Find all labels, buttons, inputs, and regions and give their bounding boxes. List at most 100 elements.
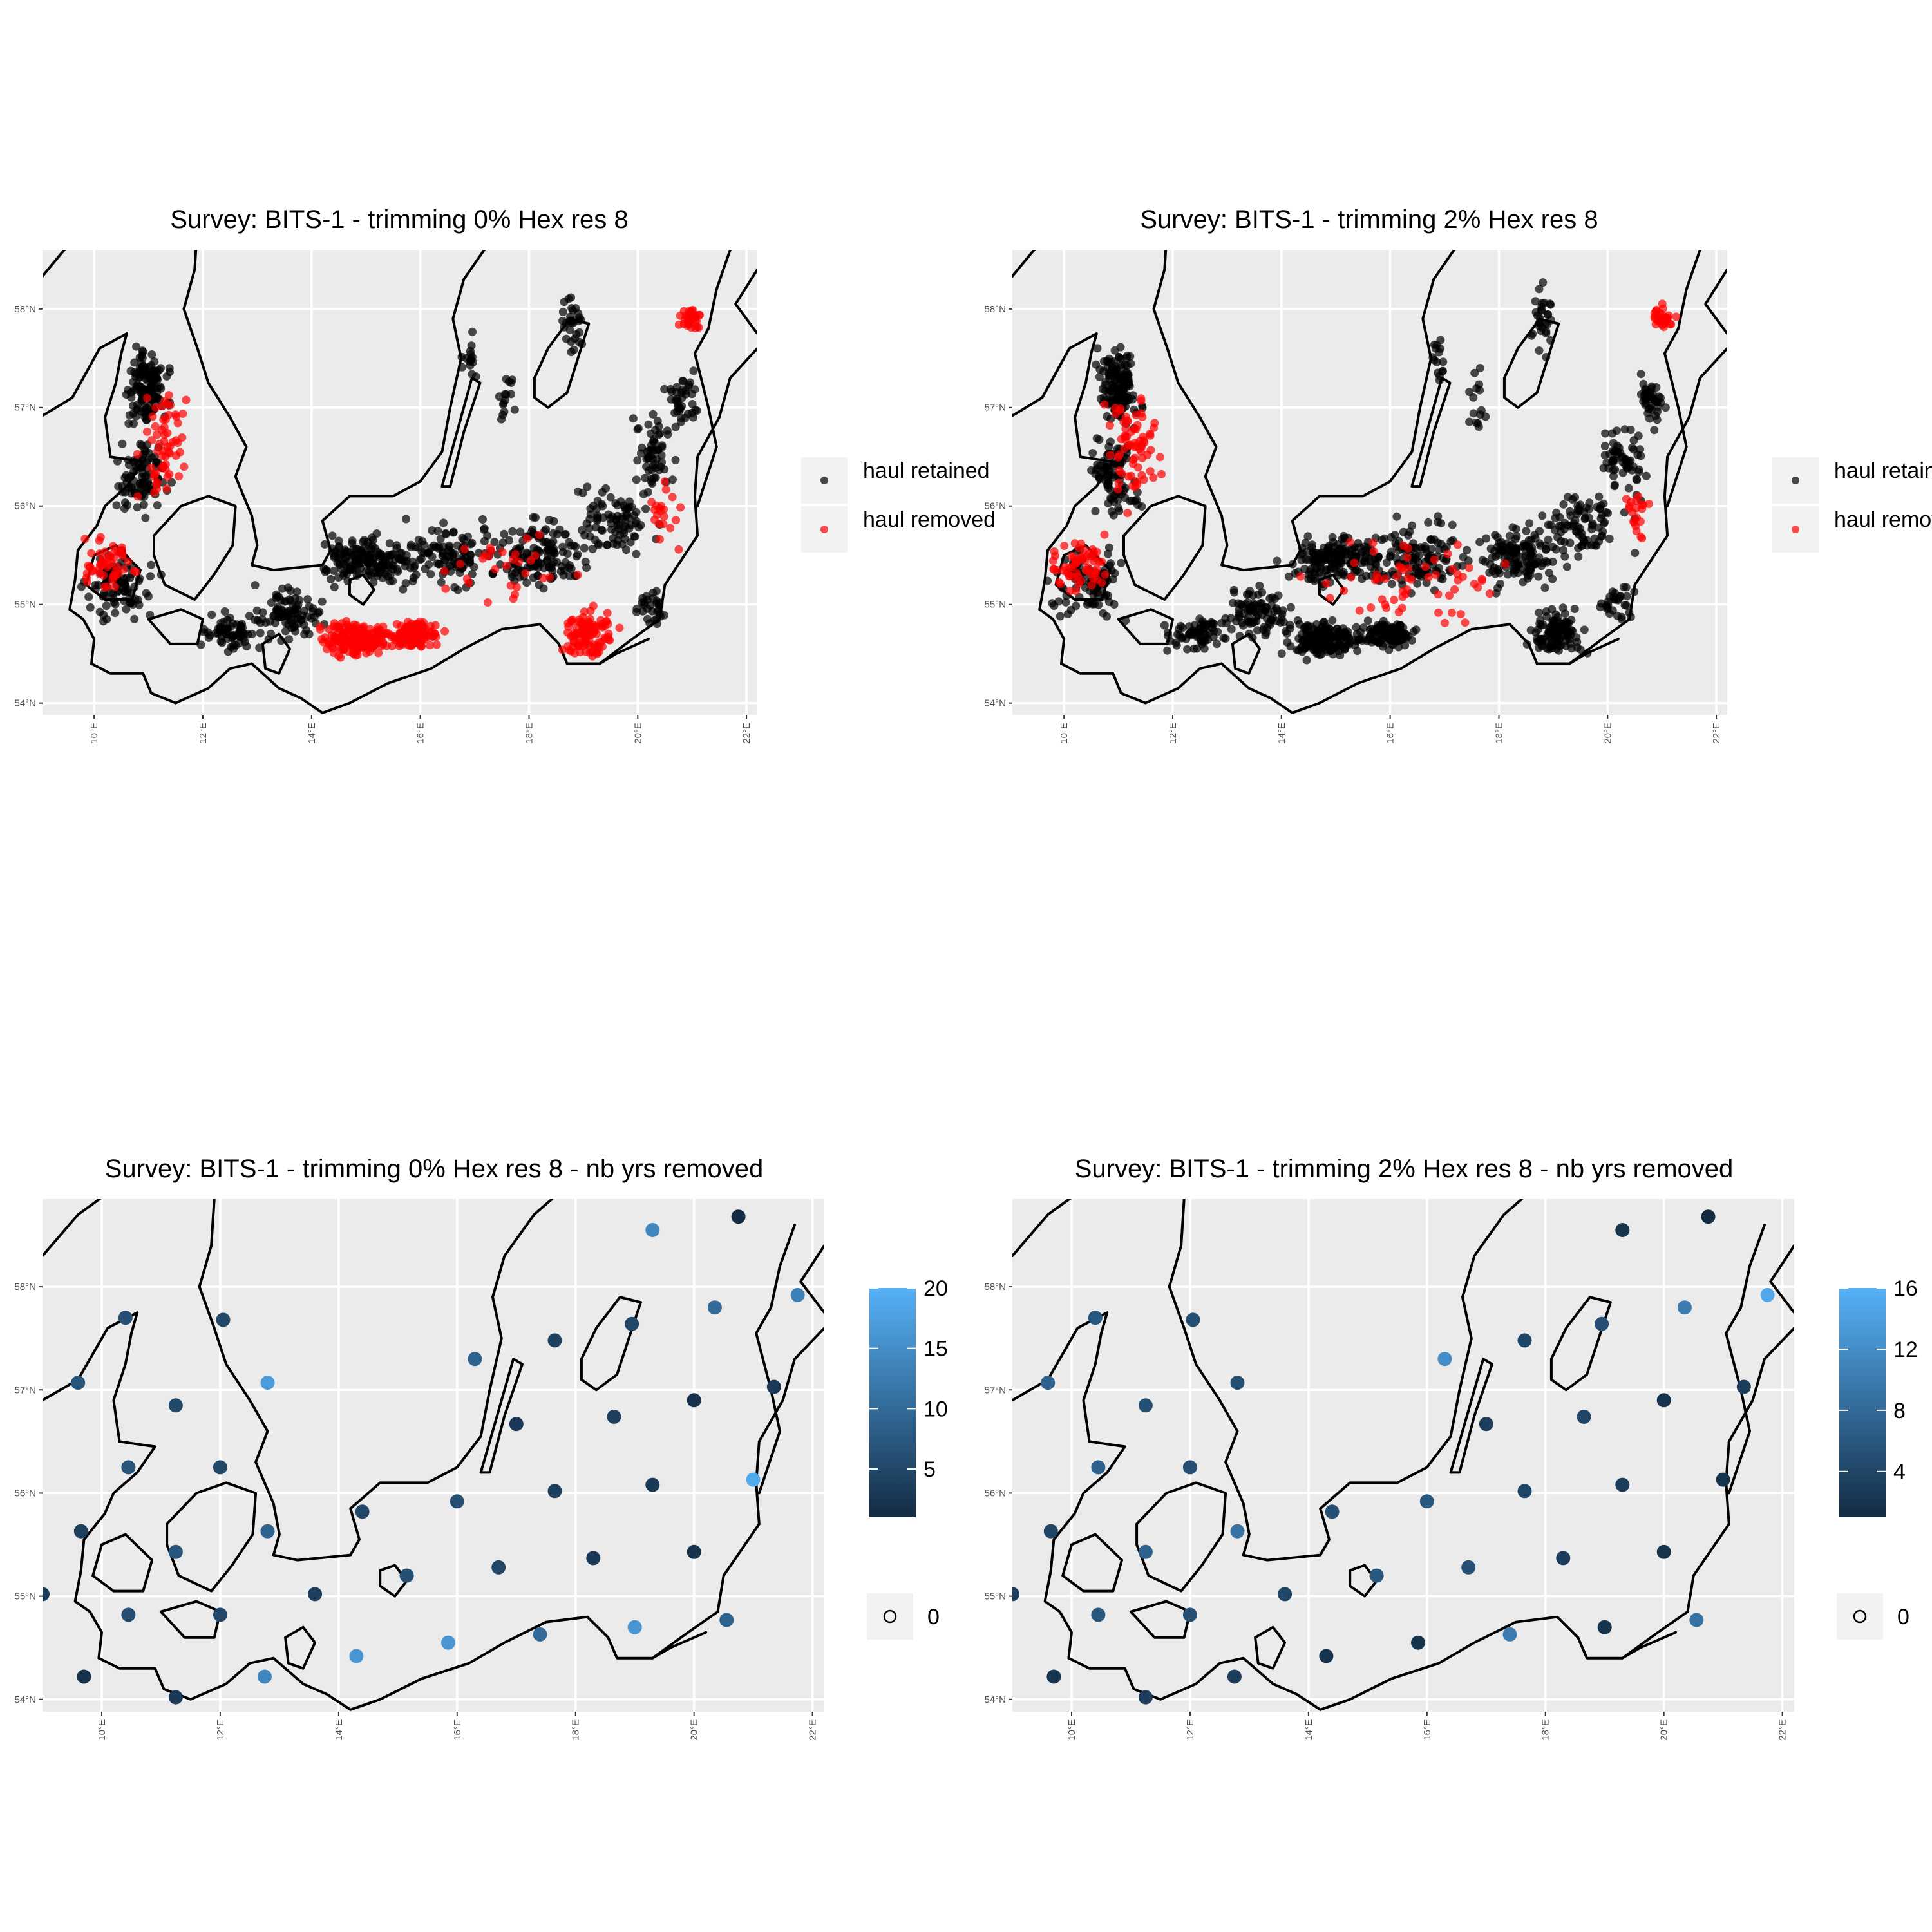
haul-point-retained bbox=[575, 328, 584, 337]
haul-point-removed bbox=[535, 531, 544, 540]
haul-point-removed bbox=[1392, 572, 1401, 581]
haul-point-removed bbox=[83, 578, 91, 587]
haul-point-retained bbox=[1401, 641, 1410, 650]
haul-point-retained bbox=[101, 591, 110, 600]
haul-point-retained bbox=[146, 572, 155, 581]
hex-centroid-point bbox=[1656, 1544, 1671, 1559]
haul-point-retained bbox=[656, 429, 665, 438]
haul-point-removed bbox=[153, 430, 162, 439]
haul-point-retained bbox=[204, 628, 213, 637]
haul-point-retained bbox=[402, 551, 411, 560]
hex-centroid-point bbox=[71, 1376, 86, 1390]
haul-point-retained bbox=[616, 531, 625, 540]
legend-label-retained-p1: haul retained bbox=[863, 459, 990, 483]
haul-point-retained bbox=[229, 632, 238, 641]
haul-point-removed bbox=[655, 535, 664, 544]
coastline bbox=[1012, 332, 1727, 714]
haul-point-retained bbox=[643, 488, 652, 497]
haul-point-retained bbox=[333, 558, 342, 567]
haul-point-removed bbox=[153, 446, 162, 455]
haul-point-retained bbox=[671, 422, 680, 431]
haul-point-retained bbox=[77, 582, 86, 591]
haul-point-retained bbox=[692, 406, 701, 415]
hex-centroid-point bbox=[586, 1551, 601, 1566]
haul-point-retained bbox=[1590, 541, 1599, 550]
haul-point-retained bbox=[1626, 612, 1635, 621]
x-tick-label: 18°E bbox=[1540, 1719, 1551, 1741]
haul-point-retained bbox=[654, 445, 663, 454]
coastline bbox=[1410, 376, 1452, 488]
panel-p1: Survey: BITS-1 - trimming 0% Hex res 8 5… bbox=[14, 205, 996, 744]
haul-point-removed bbox=[521, 569, 530, 578]
coastline bbox=[755, 1224, 796, 1495]
haul-point-retained bbox=[466, 361, 475, 370]
haul-point-retained bbox=[1321, 565, 1331, 574]
haul-point-retained bbox=[1418, 545, 1426, 554]
haul-point-removed bbox=[1137, 409, 1146, 418]
haul-point-retained bbox=[1524, 565, 1533, 574]
haul-point-retained bbox=[327, 574, 336, 583]
haul-point-removed bbox=[462, 574, 471, 583]
haul-point-removed bbox=[1443, 549, 1452, 558]
haul-point-removed bbox=[1403, 553, 1412, 562]
x-tick-label: 14°E bbox=[1276, 723, 1287, 744]
hex-centroid-point bbox=[1689, 1613, 1704, 1627]
colorbar-p4: 4 8 12 16 bbox=[1839, 1276, 1918, 1517]
haul-point-retained bbox=[1469, 409, 1478, 418]
haul-point-retained bbox=[1585, 498, 1594, 507]
haul-point-retained bbox=[1110, 600, 1119, 609]
coastline bbox=[166, 1481, 258, 1593]
haul-point-retained bbox=[1463, 545, 1472, 554]
haul-point-removed bbox=[110, 547, 118, 556]
haul-point-retained bbox=[283, 612, 292, 621]
haul-point-removed bbox=[1113, 485, 1122, 494]
haul-point-retained bbox=[630, 532, 639, 541]
haul-point-retained bbox=[129, 386, 138, 395]
haul-point-retained bbox=[480, 536, 489, 545]
haul-point-retained bbox=[1474, 422, 1483, 431]
haul-point-retained bbox=[1542, 329, 1551, 338]
haul-point-retained bbox=[1354, 636, 1363, 645]
haul-point-removed bbox=[147, 463, 156, 472]
haul-point-retained bbox=[1334, 553, 1343, 562]
haul-point-retained bbox=[1546, 316, 1555, 325]
hex-centroid-point bbox=[607, 1409, 621, 1424]
haul-point-retained bbox=[1092, 360, 1101, 369]
y-tick-label: 55°N bbox=[984, 600, 1006, 611]
haul-point-retained bbox=[1540, 583, 1549, 592]
haul-point-retained bbox=[385, 539, 394, 548]
haul-point-retained bbox=[652, 455, 661, 464]
hex-centroid-point bbox=[1186, 1312, 1200, 1327]
haul-point-retained bbox=[243, 630, 252, 639]
haul-point-retained bbox=[153, 501, 162, 510]
haul-point-retained bbox=[1603, 603, 1612, 612]
y-tick-label: 57°N bbox=[984, 402, 1006, 413]
haul-point-retained bbox=[497, 415, 506, 424]
haul-point-removed bbox=[161, 460, 170, 469]
haul-point-retained bbox=[1562, 562, 1571, 571]
haul-point-retained bbox=[1478, 556, 1487, 565]
haul-point-retained bbox=[271, 618, 279, 627]
haul-point-retained bbox=[1424, 518, 1433, 527]
haul-point-removed bbox=[526, 556, 535, 565]
haul-point-retained bbox=[1546, 299, 1555, 308]
haul-point-retained bbox=[1475, 364, 1484, 372]
haul-point-retained bbox=[1583, 649, 1592, 658]
haul-point-removed bbox=[150, 488, 158, 497]
haul-point-removed bbox=[348, 630, 357, 639]
haul-point-retained bbox=[1570, 605, 1579, 613]
haul-point-retained bbox=[317, 597, 327, 606]
haul-point-removed bbox=[1441, 618, 1449, 627]
haul-point-retained bbox=[286, 587, 295, 595]
haul-point-retained bbox=[1325, 547, 1334, 556]
haul-point-retained bbox=[1316, 562, 1325, 571]
haul-point-removed bbox=[1157, 469, 1166, 478]
haul-point-removed bbox=[1398, 587, 1407, 596]
haul-point-retained bbox=[585, 524, 594, 533]
haul-point-retained bbox=[627, 502, 636, 511]
haul-point-retained bbox=[1339, 624, 1348, 633]
haul-point-retained bbox=[1653, 397, 1662, 406]
haul-point-removed bbox=[1072, 556, 1081, 565]
haul-point-retained bbox=[1435, 344, 1444, 353]
